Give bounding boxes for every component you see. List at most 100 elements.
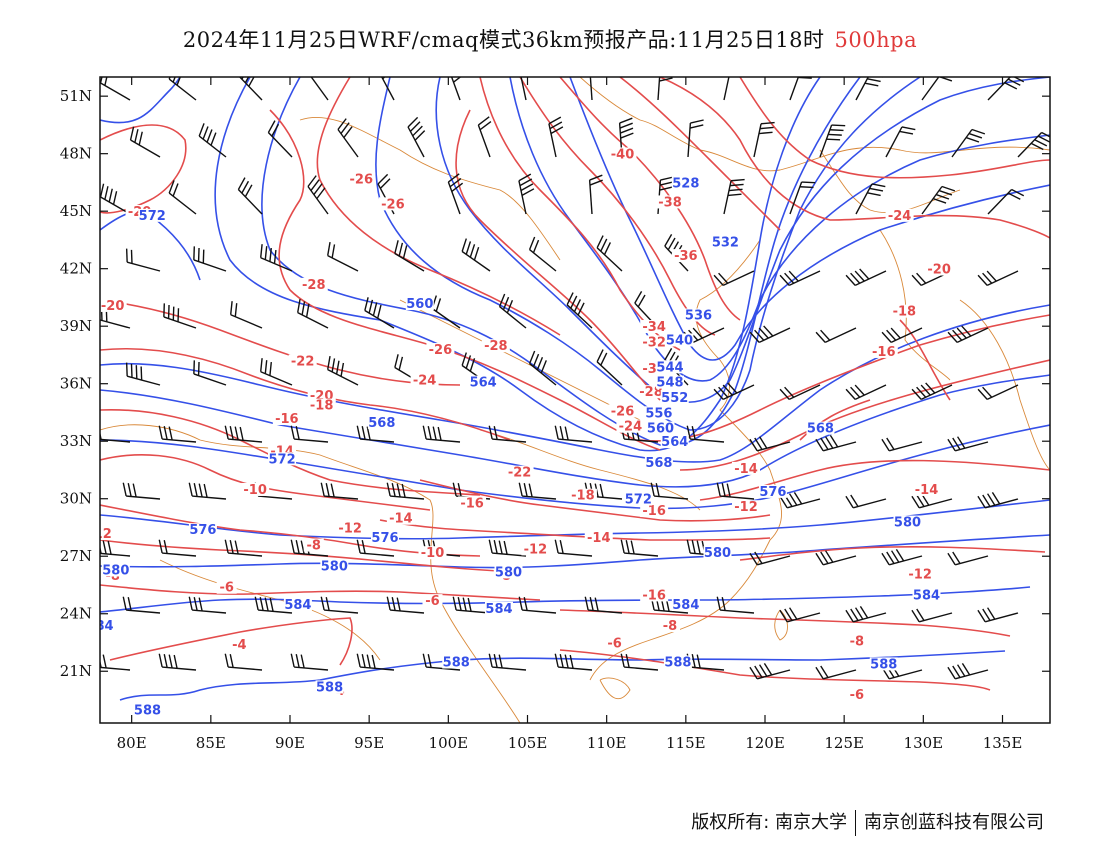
lat-tick-label: 33N <box>60 432 92 450</box>
temperature-label: -10 <box>243 483 267 498</box>
wind-barb <box>188 482 227 500</box>
wind-barb <box>779 270 821 287</box>
temperature-label: -34 <box>642 320 666 335</box>
wind-barb <box>198 123 227 158</box>
temperature-label: -16 <box>872 345 896 360</box>
temperature-label: -8 <box>850 634 864 649</box>
wind-barb <box>977 384 1019 401</box>
temperature-label-bg <box>671 249 700 263</box>
lon-tick-label: 85E <box>196 734 226 752</box>
temperature-label-bg <box>640 588 669 602</box>
lon-tick-label: 120E <box>745 734 785 752</box>
height-label-bg <box>711 235 740 249</box>
wind-barb <box>596 235 623 272</box>
wind-barb <box>921 185 956 215</box>
temperature-label-bg <box>336 521 365 535</box>
wind-barb <box>951 128 986 158</box>
lon-tick-label: 115E <box>666 734 706 752</box>
lon-tick-label: 130E <box>904 734 944 752</box>
temperature-label-bg <box>568 488 597 502</box>
wind-barb <box>723 178 745 215</box>
wind-barb <box>488 653 527 671</box>
temperature-label: -26 <box>381 197 405 212</box>
temperature-label-bg <box>885 208 914 222</box>
temperature-label: -6 <box>607 636 621 651</box>
wind-barb <box>386 596 425 614</box>
temperature-label: -14 <box>915 483 939 498</box>
wind-barb <box>987 77 1025 101</box>
height-label-bg <box>665 333 694 347</box>
title-main: 2024年11月25日WRF/cmaq模式36km预报产品:11月25日18时 <box>182 28 825 52</box>
wind-barb <box>947 663 989 680</box>
wind-barb <box>356 539 395 557</box>
lat-tick-label: 36N <box>60 375 92 393</box>
wind-barb <box>713 382 755 401</box>
height-label-bg <box>646 421 675 435</box>
wind-barb <box>327 242 359 272</box>
wind-barb <box>193 246 227 272</box>
temperature-label-bg <box>378 197 407 211</box>
height-label: 536 <box>685 309 712 324</box>
temperature-label: -26 <box>611 404 635 419</box>
wind-barb <box>845 494 887 509</box>
wind-barb <box>290 653 329 671</box>
wind-barb <box>518 77 527 101</box>
height-label-bg <box>188 523 217 537</box>
temperature-label: -14 <box>734 462 758 477</box>
wind-barb <box>947 325 989 344</box>
wind-barb <box>723 77 732 101</box>
temperature-label: -24 <box>888 209 912 224</box>
wind-barb <box>749 325 791 344</box>
wind-barb <box>488 425 527 443</box>
wind-barb <box>290 425 329 443</box>
wind-barb <box>224 653 263 671</box>
height-label-bg <box>644 456 673 470</box>
temperature-label-bg <box>925 262 954 276</box>
wind-barb <box>753 121 775 158</box>
height-label-bg <box>893 515 922 529</box>
lon-tick-label: 80E <box>117 734 147 752</box>
wind-barb <box>881 437 923 452</box>
wind-barb <box>158 653 197 671</box>
height-label: 564 <box>661 435 688 450</box>
wind-barb <box>168 180 197 215</box>
wind-barb <box>921 77 956 101</box>
height-label: 532 <box>712 236 739 251</box>
wind-barb <box>789 181 816 215</box>
height-label: 580 <box>321 560 348 575</box>
wind-barb <box>327 356 359 386</box>
lon-tick-label: 125E <box>824 734 864 752</box>
wind-barb <box>977 270 1019 287</box>
height-label: 540 <box>666 333 693 348</box>
height-label-bg <box>371 530 399 544</box>
temperature-label-bg <box>869 344 898 358</box>
wind-barb <box>855 77 884 101</box>
wind-barb <box>911 608 953 623</box>
height-label-bg <box>663 655 692 669</box>
wind-barb <box>566 292 593 329</box>
map-title: 2024年11月25日WRF/cmaq模式36km预报产品:11月25日18时 5… <box>0 24 1100 54</box>
wind-barb <box>364 297 395 329</box>
height-label: 548 <box>656 376 683 391</box>
wind-barb <box>447 173 464 215</box>
lat-tick-label: 24N <box>60 605 92 623</box>
temperature-label: -6 <box>425 594 439 609</box>
height-label: 564 <box>470 376 497 391</box>
wind-barb <box>422 425 461 443</box>
lon-tick-label: 100E <box>429 734 469 752</box>
latitude-axis: 51N 48N 45N 42N 39N 36N 33N 30N 27N 24N 21N <box>60 87 1050 680</box>
height-label-bg <box>671 597 700 611</box>
temperature-label: -32 <box>642 335 666 350</box>
height-label-bg <box>912 588 941 602</box>
temperature-label-bg <box>616 419 645 433</box>
height-label-bg <box>485 601 513 615</box>
height-label: 576 <box>189 523 216 538</box>
wind-barb <box>845 268 887 287</box>
temperature-label-bg <box>640 504 669 518</box>
wind-barb <box>307 175 329 215</box>
height-label-bg <box>442 655 471 669</box>
temperature-label: -12 <box>908 567 932 582</box>
temperature-label-bg <box>288 354 317 368</box>
